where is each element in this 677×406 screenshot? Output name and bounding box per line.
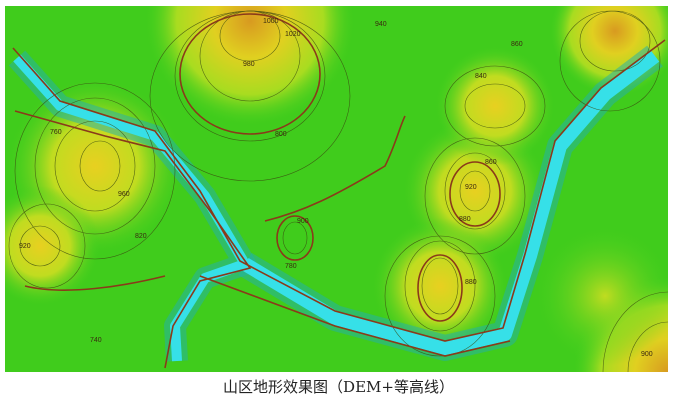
dem-contour-map: 1000 1020 980 960 940 920 900 880 860 84… <box>5 6 668 372</box>
contour-label: 820 <box>135 233 147 240</box>
contour-label: 900 <box>641 351 653 358</box>
contour-label: 980 <box>243 61 255 68</box>
contour-label: 740 <box>90 337 102 344</box>
contour-label: 900 <box>297 218 309 225</box>
contour-label: 1020 <box>285 31 301 38</box>
contour-label: 940 <box>375 21 387 28</box>
contour-label: 920 <box>465 184 477 191</box>
index-contours <box>12 13 666 369</box>
contour-label: 1000 <box>263 18 279 25</box>
contour-label: 960 <box>118 191 130 198</box>
contour-label: 860 <box>485 159 497 166</box>
figure-caption: 山区地形效果图（DEM+等高线） <box>223 378 454 396</box>
contour-label: 800 <box>275 131 287 138</box>
river-valley <box>8 45 663 362</box>
contour-label: 860 <box>511 41 523 48</box>
contour-label: 880 <box>465 279 477 286</box>
contour-label: 780 <box>285 263 297 270</box>
contour-label: 880 <box>459 216 471 223</box>
contour-label: 760 <box>50 129 62 136</box>
contour-label: 840 <box>475 73 487 80</box>
contour-label: 920 <box>19 243 31 250</box>
contour-labels: 1000 1020 980 960 940 920 900 880 860 84… <box>19 18 653 358</box>
contour-lines <box>8 10 668 372</box>
